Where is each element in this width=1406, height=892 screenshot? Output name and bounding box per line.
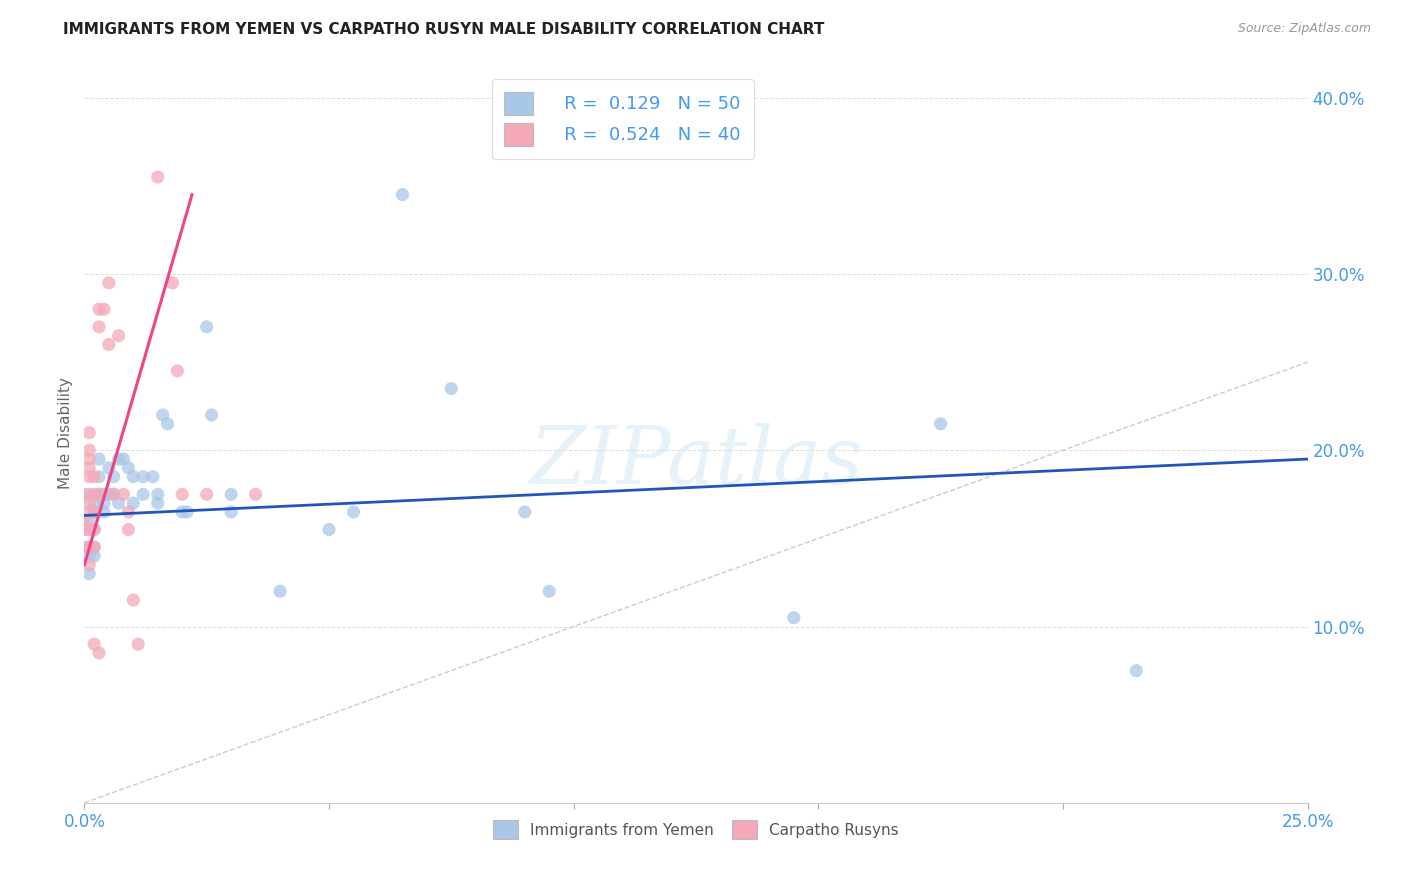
Point — [156, 417, 179, 431]
Point — [93, 302, 115, 317]
Point — [195, 319, 218, 334]
Point — [87, 646, 110, 660]
Text: Source: ZipAtlas.com: Source: ZipAtlas.com — [1237, 22, 1371, 36]
Point — [103, 469, 125, 483]
Point — [87, 487, 110, 501]
Point — [87, 469, 110, 483]
Point — [87, 487, 110, 501]
Point — [162, 276, 184, 290]
Point — [219, 487, 242, 501]
Point — [77, 496, 100, 510]
Point — [97, 461, 120, 475]
Point — [146, 496, 169, 510]
Point — [132, 487, 155, 501]
Point — [83, 523, 105, 537]
Text: ZIPatlas: ZIPatlas — [529, 424, 863, 501]
Point — [538, 584, 561, 599]
Point — [195, 487, 218, 501]
Point — [87, 452, 110, 467]
Legend: Immigrants from Yemen, Carpatho Rusyns: Immigrants from Yemen, Carpatho Rusyns — [486, 812, 905, 847]
Point — [77, 523, 100, 537]
Point — [87, 302, 110, 317]
Point — [146, 169, 169, 184]
Point — [77, 452, 100, 467]
Point — [73, 487, 96, 501]
Point — [83, 505, 105, 519]
Point — [93, 496, 115, 510]
Point — [122, 496, 145, 510]
Point — [77, 540, 100, 554]
Point — [219, 505, 242, 519]
Point — [97, 337, 120, 351]
Point — [172, 505, 194, 519]
Point — [440, 382, 463, 396]
Point — [77, 505, 100, 519]
Point — [200, 408, 222, 422]
Point — [73, 514, 96, 528]
Point — [77, 540, 100, 554]
Text: IMMIGRANTS FROM YEMEN VS CARPATHO RUSYN MALE DISABILITY CORRELATION CHART: IMMIGRANTS FROM YEMEN VS CARPATHO RUSYN … — [63, 22, 825, 37]
Point — [77, 549, 100, 563]
Point — [172, 487, 194, 501]
Point — [93, 505, 115, 519]
Point — [77, 425, 100, 440]
Point — [342, 505, 364, 519]
Point — [83, 540, 105, 554]
Point — [83, 487, 105, 501]
Point — [83, 469, 105, 483]
Point — [103, 487, 125, 501]
Point — [77, 487, 100, 501]
Point — [132, 469, 155, 483]
Point — [146, 487, 169, 501]
Point — [166, 364, 188, 378]
Point — [783, 610, 806, 624]
Point — [122, 469, 145, 483]
Point — [83, 540, 105, 554]
Point — [245, 487, 267, 501]
Y-axis label: Male Disability: Male Disability — [58, 376, 73, 489]
Point — [107, 452, 129, 467]
Point — [142, 469, 165, 483]
Point — [77, 461, 100, 475]
Point — [77, 469, 100, 483]
Point — [83, 549, 105, 563]
Point — [73, 523, 96, 537]
Point — [112, 452, 135, 467]
Point — [929, 417, 952, 431]
Point — [152, 408, 174, 422]
Point — [122, 593, 145, 607]
Point — [117, 505, 139, 519]
Point — [77, 566, 100, 581]
Point — [107, 496, 129, 510]
Point — [77, 443, 100, 458]
Point — [391, 187, 413, 202]
Point — [269, 584, 291, 599]
Point — [77, 523, 100, 537]
Point — [176, 505, 198, 519]
Point — [117, 523, 139, 537]
Point — [127, 637, 149, 651]
Point — [107, 328, 129, 343]
Point — [97, 276, 120, 290]
Point — [97, 487, 120, 501]
Point — [77, 558, 100, 572]
Point — [318, 523, 340, 537]
Point — [117, 461, 139, 475]
Point — [73, 540, 96, 554]
Point — [83, 637, 105, 651]
Point — [103, 487, 125, 501]
Point — [83, 523, 105, 537]
Point — [83, 496, 105, 510]
Point — [83, 505, 105, 519]
Point — [1125, 664, 1147, 678]
Point — [513, 505, 536, 519]
Point — [112, 487, 135, 501]
Point — [87, 319, 110, 334]
Point — [93, 487, 115, 501]
Point — [77, 514, 100, 528]
